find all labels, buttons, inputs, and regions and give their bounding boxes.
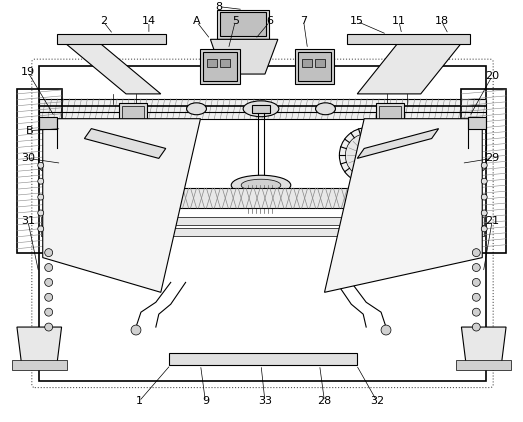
Text: 21: 21 <box>485 216 499 226</box>
Circle shape <box>350 168 394 212</box>
Text: B: B <box>26 126 33 135</box>
Polygon shape <box>56 34 166 44</box>
Bar <box>12 360 66 370</box>
Bar <box>41 228 484 236</box>
Ellipse shape <box>187 103 207 115</box>
Text: 15: 15 <box>350 16 364 27</box>
Text: 30: 30 <box>21 153 35 163</box>
Polygon shape <box>66 44 161 94</box>
Circle shape <box>355 173 389 207</box>
Circle shape <box>472 264 480 271</box>
Circle shape <box>44 249 53 257</box>
Circle shape <box>44 293 53 301</box>
Bar <box>295 49 334 84</box>
Bar <box>314 59 324 67</box>
Circle shape <box>472 279 480 287</box>
Polygon shape <box>347 34 470 44</box>
Circle shape <box>381 325 391 335</box>
Bar <box>203 52 237 81</box>
Bar <box>208 59 218 67</box>
Ellipse shape <box>315 103 335 115</box>
Bar <box>39 117 56 129</box>
Text: A: A <box>192 16 200 27</box>
Bar <box>119 103 147 138</box>
Bar <box>200 49 240 84</box>
Circle shape <box>38 210 44 216</box>
Bar <box>459 122 467 171</box>
Ellipse shape <box>231 175 291 195</box>
Circle shape <box>472 308 480 316</box>
Circle shape <box>44 264 53 271</box>
Circle shape <box>44 323 53 331</box>
Polygon shape <box>84 129 166 158</box>
Circle shape <box>134 134 178 177</box>
Circle shape <box>38 226 44 232</box>
Bar <box>302 59 312 67</box>
Bar <box>17 89 62 253</box>
Text: 7: 7 <box>300 16 307 27</box>
Bar <box>39 99 486 119</box>
Circle shape <box>472 323 480 331</box>
Circle shape <box>44 279 53 287</box>
Text: 31: 31 <box>21 216 35 226</box>
Text: 1: 1 <box>135 396 142 406</box>
Circle shape <box>481 226 487 232</box>
Bar <box>252 105 270 113</box>
Ellipse shape <box>243 101 279 117</box>
Polygon shape <box>461 327 506 367</box>
Text: 19: 19 <box>21 67 35 77</box>
Text: 5: 5 <box>232 16 238 27</box>
Bar <box>457 360 511 370</box>
Circle shape <box>345 134 389 177</box>
Text: 2: 2 <box>100 16 107 27</box>
Circle shape <box>131 325 141 335</box>
Polygon shape <box>17 327 62 367</box>
Text: 9: 9 <box>202 396 209 406</box>
Bar <box>56 122 64 171</box>
Text: 20: 20 <box>485 71 499 81</box>
Circle shape <box>44 308 53 316</box>
Circle shape <box>472 249 480 257</box>
Circle shape <box>472 293 480 301</box>
Polygon shape <box>43 119 200 292</box>
Bar <box>39 66 486 381</box>
Polygon shape <box>324 119 482 292</box>
Bar <box>298 52 332 81</box>
Bar <box>218 10 269 39</box>
Circle shape <box>481 210 487 216</box>
Bar <box>41 217 484 225</box>
Circle shape <box>339 127 395 183</box>
Circle shape <box>481 178 487 184</box>
Text: 29: 29 <box>485 153 499 163</box>
Circle shape <box>38 162 44 168</box>
Circle shape <box>129 168 173 212</box>
Circle shape <box>38 194 44 200</box>
Text: 11: 11 <box>392 16 406 27</box>
Bar <box>376 103 404 138</box>
Text: 28: 28 <box>317 396 332 406</box>
Circle shape <box>38 178 44 184</box>
Polygon shape <box>210 39 278 74</box>
Bar <box>101 188 420 208</box>
Circle shape <box>481 162 487 168</box>
Bar <box>461 89 506 253</box>
Text: 33: 33 <box>258 396 272 406</box>
Bar <box>122 106 144 135</box>
Circle shape <box>481 194 487 200</box>
Circle shape <box>128 127 184 183</box>
Circle shape <box>134 173 168 207</box>
Bar <box>220 59 230 67</box>
Text: 32: 32 <box>370 396 384 406</box>
Polygon shape <box>357 129 439 158</box>
Ellipse shape <box>241 179 281 191</box>
Bar <box>169 353 357 365</box>
Bar <box>379 106 401 135</box>
Text: 8: 8 <box>215 2 222 11</box>
Polygon shape <box>357 44 460 94</box>
Text: 18: 18 <box>435 16 449 27</box>
Text: 14: 14 <box>142 16 156 27</box>
Text: 6: 6 <box>266 16 274 27</box>
Bar <box>220 11 266 36</box>
Bar <box>469 117 486 129</box>
